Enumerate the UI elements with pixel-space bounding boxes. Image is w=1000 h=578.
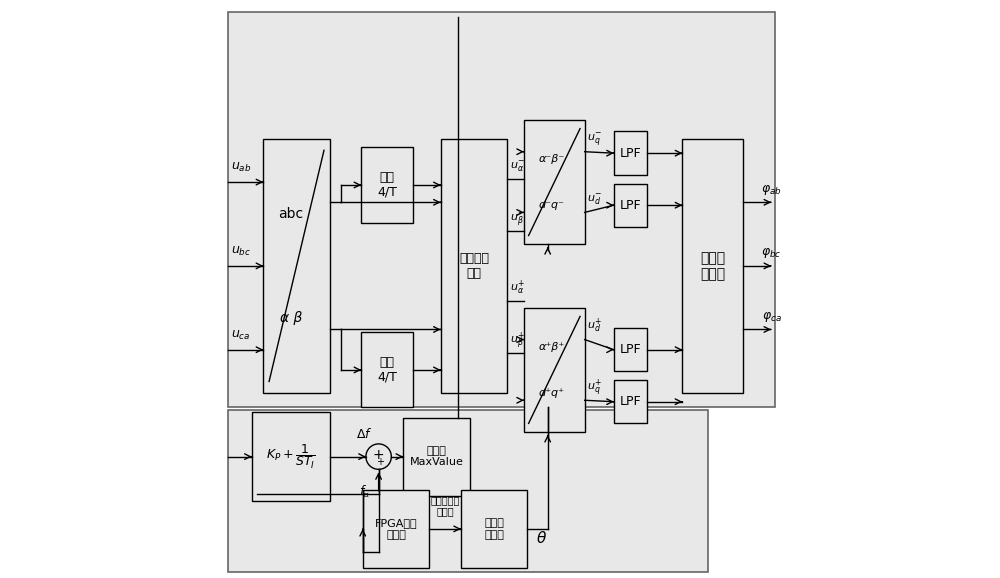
Text: $u_{\beta}^{+}$: $u_{\beta}^{+}$ — [510, 330, 525, 351]
Bar — [228, 410, 708, 572]
Bar — [524, 307, 585, 432]
Text: 延时相序
分解: 延时相序 分解 — [459, 252, 489, 280]
Text: 转换为
锁相角: 转换为 锁相角 — [484, 518, 504, 540]
Text: $u_{ab}$: $u_{ab}$ — [231, 161, 252, 174]
Text: LPF: LPF — [620, 199, 641, 212]
Text: $u_{\alpha}^{+}$: $u_{\alpha}^{+}$ — [510, 279, 525, 297]
Text: $u_{q}^{-}$: $u_{q}^{-}$ — [587, 132, 602, 149]
Text: $\varphi_{ab}$: $\varphi_{ab}$ — [761, 183, 782, 197]
Text: d⁺q⁺: d⁺q⁺ — [538, 388, 564, 398]
Text: α⁻β⁻: α⁻β⁻ — [538, 154, 565, 164]
Text: 延时
4/T: 延时 4/T — [377, 356, 397, 384]
Text: LPF: LPF — [620, 395, 641, 408]
Text: $\theta$: $\theta$ — [536, 529, 547, 546]
Bar — [614, 184, 647, 227]
Bar — [524, 120, 585, 244]
Text: d⁻q⁻: d⁻q⁻ — [538, 200, 564, 210]
Text: 校正角
度计算: 校正角 度计算 — [700, 251, 725, 281]
Bar — [614, 132, 647, 175]
Text: $u_{\alpha}^{-}$: $u_{\alpha}^{-}$ — [510, 160, 525, 175]
Text: $f_{初}$: $f_{初}$ — [359, 483, 370, 499]
Bar — [441, 139, 507, 393]
Text: $u_{bc}$: $u_{bc}$ — [231, 245, 251, 258]
Bar — [403, 417, 470, 496]
Text: $u_{ca}$: $u_{ca}$ — [231, 329, 251, 342]
Text: LPF: LPF — [620, 343, 641, 356]
Text: $\Delta f$: $\Delta f$ — [356, 427, 372, 440]
Text: $u_{d}^{+}$: $u_{d}^{+}$ — [587, 317, 602, 335]
Bar — [361, 332, 413, 407]
Bar — [682, 139, 743, 393]
Text: +: + — [376, 457, 384, 468]
Circle shape — [366, 444, 391, 469]
Text: $u_{d}^{-}$: $u_{d}^{-}$ — [587, 193, 602, 207]
Text: abc: abc — [278, 207, 303, 221]
Bar — [461, 490, 527, 568]
Bar — [263, 139, 330, 393]
Bar — [252, 412, 330, 501]
Text: 延时
4/T: 延时 4/T — [377, 171, 397, 199]
Bar — [361, 147, 413, 223]
Text: 当前计数器
计数值: 当前计数器 计数值 — [430, 495, 460, 517]
Text: LPF: LPF — [620, 147, 641, 160]
Text: α β: α β — [280, 311, 302, 325]
Bar — [228, 12, 775, 407]
Text: 转换为
MaxValue: 转换为 MaxValue — [409, 446, 463, 468]
Text: α⁺β⁺: α⁺β⁺ — [538, 342, 565, 352]
Text: $u_{q}^{+}$: $u_{q}^{+}$ — [587, 377, 602, 398]
Text: $K_{P}+\dfrac{1}{ST_{I}}$: $K_{P}+\dfrac{1}{ST_{I}}$ — [266, 443, 316, 470]
Bar — [363, 490, 429, 568]
Text: $u_{\beta}^{-}$: $u_{\beta}^{-}$ — [510, 212, 525, 228]
Bar — [614, 380, 647, 423]
Text: $\varphi_{ca}$: $\varphi_{ca}$ — [762, 310, 782, 324]
Text: +: + — [373, 449, 384, 462]
Text: $\varphi_{bc}$: $\varphi_{bc}$ — [761, 246, 782, 260]
Bar — [614, 328, 647, 371]
Text: FPGA锁相
计数器: FPGA锁相 计数器 — [375, 518, 417, 540]
